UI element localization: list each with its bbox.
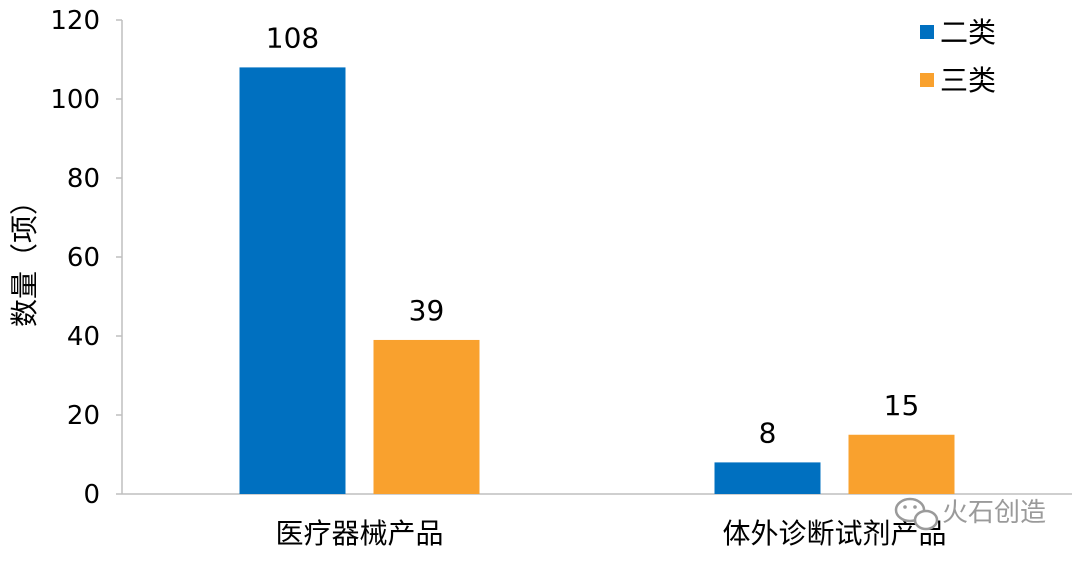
wechat-icon <box>894 497 939 531</box>
data-label: 108 <box>266 21 319 54</box>
bar <box>714 462 821 494</box>
data-label: 15 <box>884 389 920 422</box>
y-tick-label: 20 <box>67 401 100 431</box>
x-category-label: 医疗器械产品 <box>275 517 443 550</box>
watermark-text: 火石创造 <box>942 498 1046 528</box>
legend-label: 三类 <box>940 64 996 97</box>
legend-label: 二类 <box>940 16 996 49</box>
data-label: 39 <box>409 294 445 327</box>
watermark: 火石创造 <box>894 497 1046 531</box>
bar <box>373 339 480 494</box>
data-label: 8 <box>759 416 777 449</box>
legend-swatch <box>920 25 934 39</box>
y-tick-label: 120 <box>50 6 100 36</box>
bar <box>239 67 346 495</box>
y-axis-title: 数量（项） <box>8 187 41 327</box>
legend-swatch <box>920 73 934 87</box>
y-tick-label: 40 <box>67 322 100 352</box>
y-tick-label: 0 <box>83 480 100 510</box>
y-tick-label: 60 <box>67 243 100 273</box>
plot-area: 0 20 40 60 80 100 120 108 39 医疗器械产品 8 15 体外诊断试剂产品 <box>50 6 1072 550</box>
y-tick-label: 100 <box>50 85 100 115</box>
bar <box>848 434 955 494</box>
y-tick-label: 80 <box>67 164 100 194</box>
x-category-label: 体外诊断试剂产品 <box>722 517 946 550</box>
